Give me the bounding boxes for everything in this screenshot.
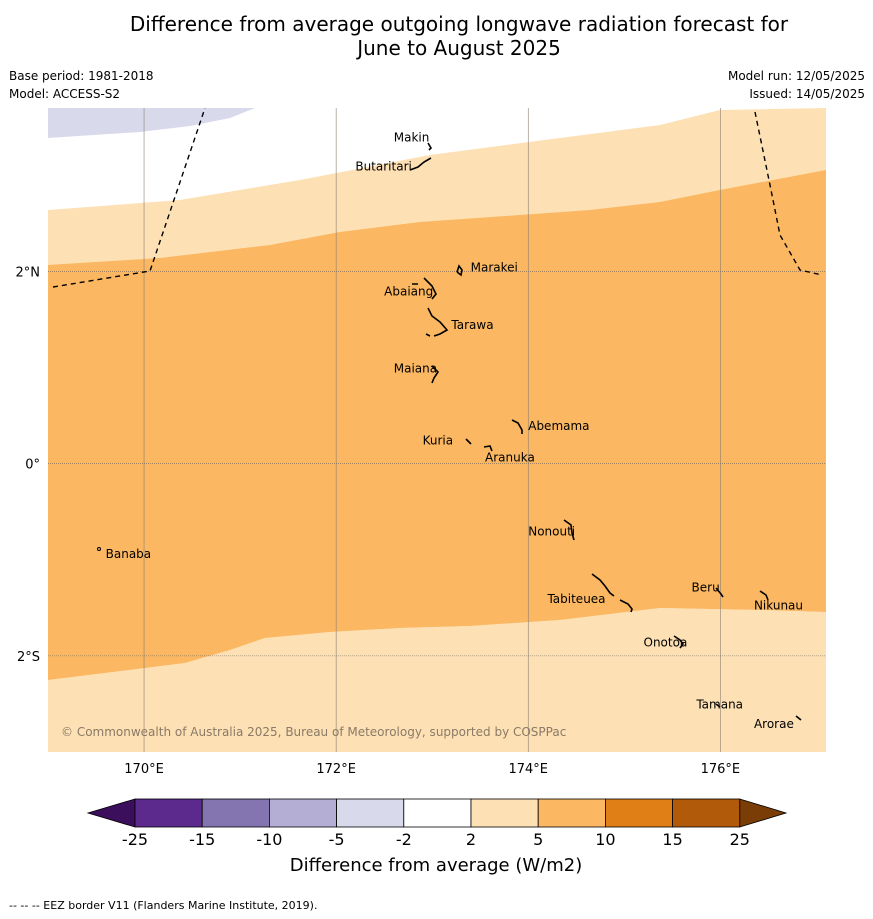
place-label-aranuka: Aranuka [485,451,535,465]
colorbar-extend-low [86,798,136,828]
colorbar-segment [672,798,741,828]
colorbar-segment [268,798,337,828]
place-label-abaiang: Abaiang [384,284,433,298]
colorbar-tick-label: -5 [329,830,345,849]
lat-tick-label: 2°N [16,265,41,280]
meta-left: Base period: 1981-2018 Model: ACCESS-S2 [9,67,154,103]
band-5-10 [48,170,826,680]
place-labels: Makin Butaritari Marakei Abaiang Tarawa Maian… [106,131,803,731]
place-label-beru: Beru [692,580,720,594]
colorbar-segment [403,798,472,828]
place-label-abemama: Abemama [528,419,589,433]
place-label-maiana: Maiana [394,361,437,375]
base-period: Base period: 1981-2018 [9,69,154,83]
model-run: Model run: 12/05/2025 [727,69,865,83]
colorbar-segment [537,798,606,828]
colorbar-tick-label: 2 [466,830,476,849]
place-label-onotoa: Onotoa [644,635,688,649]
place-label-makin: Makin [394,131,430,145]
place-label-tabiteuea: Tabiteuea [546,592,605,606]
colorbar-tick-label: 15 [662,830,682,849]
band-neg-2-neg-5 [48,108,255,138]
place-label-marakei: Marakei [471,260,518,274]
legend-title: Difference from average (W/m2) [290,855,582,876]
lon-tick-label: 170°E [124,762,164,777]
gridlines [48,108,826,752]
meta-right: Model run: 12/05/2025 Issued: 14/05/2025 [728,67,865,103]
copyright-text: © Commonwealth of Australia 2025, Bureau… [61,725,566,739]
colorbar-tick-label: 5 [533,830,543,849]
colorbar-tick-label: -10 [256,830,282,849]
place-label-tarawa: Tarawa [450,318,493,332]
colorbar-extend-high [739,798,788,828]
forecast-field: Makin Butaritari Marakei Abaiang Tarawa Maian… [48,108,826,752]
colorbar-segment [605,798,674,828]
lon-tick-label: 174°E [508,762,548,777]
colorbar-tick-label: -25 [122,830,148,849]
place-label-nikunau: Nikunau [754,599,803,613]
axis-labels: 170°E 172°E 174°E 176°E 2°N 0° 2°S [16,265,741,777]
place-label-tamana: Tamana [695,698,743,712]
title-line-2: June to August 2025 [357,36,561,60]
lon-tick-label: 172°E [316,762,356,777]
place-label-butaritari: Butaritari [355,159,412,173]
place-label-kuria: Kuria [423,433,454,447]
lat-tick-label: 0° [25,458,40,473]
lat-tick-label: 2°S [17,650,40,665]
colorbar-segment [336,798,405,828]
colorbar-tick-label: -2 [396,830,412,849]
band-2-5-south [48,608,826,752]
model-name: Model: ACCESS-S2 [9,87,121,101]
title-line-1: Difference from average outgoing longwav… [129,12,789,36]
chart-title: Difference from average outgoing longwav… [0,12,873,60]
eez-border-east [754,111,823,276]
issued-date: Issued: 14/05/2025 [749,87,865,101]
colorbar-tick-label: 25 [730,830,750,849]
place-label-arorae: Arorae [754,717,794,731]
banaba-island [97,547,101,551]
place-label-banaba: Banaba [106,547,152,561]
colorbar-tick-label: 10 [595,830,615,849]
colorbar-segment [134,798,203,828]
footnote: -- -- -- EEZ border V11 (Flanders Marine… [9,899,318,912]
colorbar-segment [470,798,539,828]
place-label-nonouti: Nonouti [528,525,575,539]
lon-tick-label: 176°E [701,762,741,777]
colorbar-tick-label: -15 [189,830,215,849]
colorbar-legend: -25 -15 -10 -5 -2 2 5 10 15 25 [86,798,788,849]
island-outlines [409,142,802,721]
colorbar-segment [201,798,270,828]
